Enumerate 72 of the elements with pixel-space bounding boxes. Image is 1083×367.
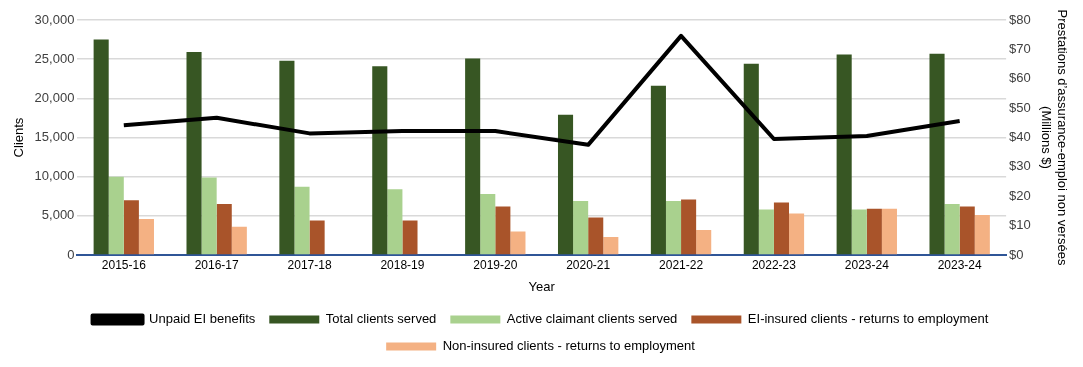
y2-tick-label: $0 [1009, 246, 1024, 262]
bar [681, 199, 697, 255]
bar [650, 85, 666, 255]
y2-tick-label: $40 [1009, 129, 1031, 145]
y-tick-label: 25,000 [34, 50, 75, 66]
bar [108, 176, 124, 255]
bar [588, 217, 604, 255]
x-tick-label: 2016-17 [194, 257, 240, 272]
bar [557, 114, 574, 255]
bar [123, 200, 139, 255]
bar [216, 204, 232, 255]
bar [186, 52, 202, 255]
x-tick-label: 2015-16 [101, 257, 147, 272]
y-tick-label: 0 [67, 246, 75, 262]
bar [480, 193, 496, 255]
x-tick-label: 2023-24 [844, 257, 890, 272]
bar [851, 209, 867, 255]
bar [929, 53, 945, 255]
bar [279, 60, 295, 255]
x-tick-label: 2019-20 [473, 257, 518, 272]
y2-tick-label: $80 [1009, 11, 1031, 27]
x-tick-label: 2017-18 [287, 257, 332, 272]
bar [881, 208, 897, 255]
bar [465, 58, 481, 255]
legend-label: EI-insured clients - returns to employment [747, 311, 989, 327]
y2-tick-label: $20 [1009, 187, 1031, 203]
x-axis-title: Year [528, 278, 556, 294]
bar [309, 220, 325, 255]
x-tick-label: 2021-22 [659, 257, 704, 272]
legend-label: Unpaid EI benefits [149, 311, 256, 327]
bar [573, 200, 589, 255]
bar [665, 200, 682, 255]
bar [372, 66, 388, 255]
x-tick-label: 2022-23 [751, 257, 797, 272]
y-tick-label: 15,000 [34, 129, 75, 145]
bar [603, 236, 619, 255]
x-tick-label: 2018-19 [380, 257, 425, 272]
bar [789, 213, 805, 255]
y2-tick-label: $70 [1009, 40, 1031, 56]
y2-tick-label: $30 [1009, 158, 1031, 174]
bar [944, 204, 960, 255]
y2-tick-label: $10 [1009, 217, 1031, 233]
bar [138, 218, 154, 255]
bar [510, 231, 526, 255]
legend-label: Total clients served [325, 311, 437, 327]
bar [201, 177, 217, 255]
y-axis-title: Clients [11, 117, 27, 158]
y-tick-label: 30,000 [34, 11, 75, 27]
bar [93, 39, 109, 255]
bar [294, 186, 310, 255]
y2-tick-label: $50 [1009, 99, 1031, 115]
bar [495, 206, 511, 255]
bar [773, 202, 790, 255]
bar [696, 229, 712, 255]
x-tick-label: 2023-24 [937, 257, 983, 272]
bar [959, 206, 975, 255]
x-tick-label: 2020-21 [566, 257, 611, 272]
bar [387, 189, 403, 255]
bar [758, 209, 774, 255]
bar [866, 208, 882, 255]
legend-label: Active claimant clients served [506, 311, 678, 327]
y2-tick-label: $60 [1009, 70, 1031, 86]
y2-axis-title: Prestations d’assurance-emploi non versées (Millions $) [1039, 9, 1070, 266]
bar [231, 226, 247, 255]
bar [836, 54, 852, 255]
y-tick-label: 10,000 [34, 168, 75, 184]
y-tick-label: 20,000 [34, 89, 75, 105]
legend-label: Non-insured clients - returns to employment [442, 338, 696, 354]
bar [974, 215, 990, 255]
y-tick-label: 5,000 [41, 207, 75, 223]
bar [402, 220, 418, 255]
bar [743, 63, 759, 255]
